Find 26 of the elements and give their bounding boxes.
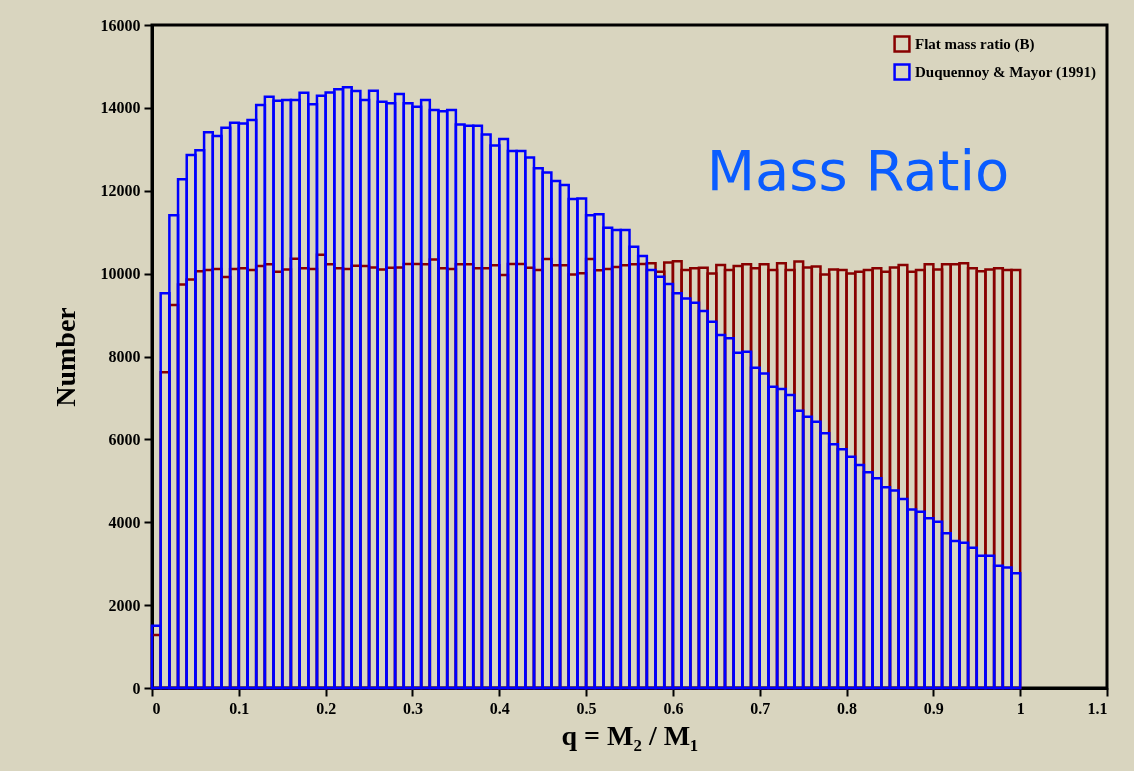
y-tick-label: 4000 <box>108 513 141 531</box>
legend-label: Duquennoy & Mayor (1991) <box>915 64 1096 81</box>
x-tick-label: 1.1 <box>1087 699 1108 717</box>
x-tick-label: 0.7 <box>750 699 771 717</box>
y-tick-label: 16000 <box>100 16 141 34</box>
annotation: Mass Ratio <box>706 138 1010 203</box>
y-tick-label: 0 <box>132 679 141 697</box>
x-tick-label: 0.2 <box>316 699 337 717</box>
y-tick-label: 8000 <box>108 348 141 365</box>
x-tick-label: 0.1 <box>229 699 250 717</box>
x-tick-label: 0.3 <box>402 699 423 717</box>
x-tick-label: 0.6 <box>663 699 684 717</box>
x-tick-label: 0.5 <box>576 699 597 717</box>
y-tick-label: 12000 <box>100 182 141 200</box>
x-tick-label: 0 <box>152 699 161 717</box>
x-axis-title: q = M₂ / M₁ <box>561 719 699 751</box>
x-tick-label: 0.4 <box>489 699 510 717</box>
x-tick-label: 0.9 <box>923 699 944 717</box>
y-axis-title: Number <box>49 307 81 407</box>
legend-label: Flat mass ratio (B) <box>915 36 1035 53</box>
y-tick-label: 6000 <box>108 430 141 448</box>
x-tick-label: 0.8 <box>837 699 858 717</box>
x-tick-label: 1 <box>1016 699 1025 717</box>
y-tick-label: 10000 <box>100 265 141 283</box>
y-tick-label: 14000 <box>100 99 141 117</box>
y-tick-label: 2000 <box>108 596 141 614</box>
